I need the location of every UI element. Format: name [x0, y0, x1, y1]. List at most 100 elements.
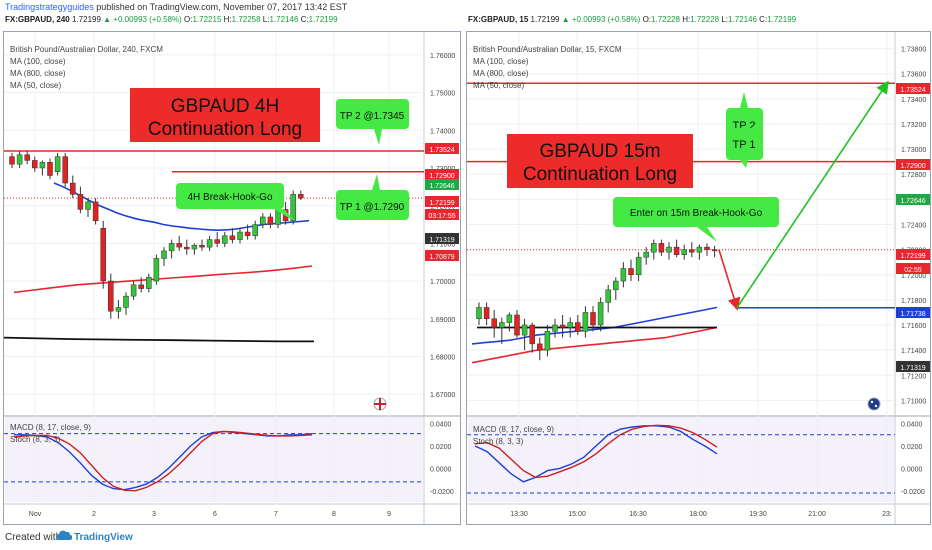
price-tag [896, 83, 930, 94]
candle-body [514, 314, 520, 336]
price-tick-label: 1.71600 [901, 323, 926, 330]
symbol-label: FX:GBPAUD, 15 [468, 15, 529, 24]
created-with-label: Created with [5, 532, 62, 543]
entry-callout: Enter on 15m Break-Hook-Go [613, 197, 779, 242]
price-tick-label: 1.67000 [430, 392, 455, 399]
candle-body [168, 243, 175, 252]
price-tag [896, 249, 930, 260]
candle-body [199, 244, 205, 248]
price-tick-label: 1.71000 [430, 241, 455, 248]
candle-body [184, 246, 190, 250]
price-tag-label: 03:17:55 [428, 213, 455, 220]
tp1-label: TP 1 [732, 139, 755, 151]
candle-body [100, 228, 106, 282]
price-change: ▲ +0.00993 (+0.58%) [561, 15, 641, 24]
price-tag [896, 194, 930, 205]
symbol-label: FX:GBPAUD, 240 [5, 15, 70, 24]
moving-average-line [471, 306, 718, 345]
price-tag-label: 1.73524 [429, 147, 454, 154]
low-label: L: [721, 15, 729, 24]
legend-ma800: MA (800, close) [473, 69, 529, 78]
price-tag [896, 307, 930, 318]
candle-body [476, 307, 482, 320]
tradingview-brand[interactable]: TradingView [74, 532, 133, 543]
time-tick-label: 8 [332, 511, 336, 518]
candle-body [506, 314, 513, 323]
price-tick-label: 1.73800 [901, 47, 926, 54]
candle-body [146, 277, 152, 289]
candle-body [229, 235, 236, 240]
banner-line1: GBPAUD 15m [539, 141, 660, 162]
candle-body [666, 246, 672, 253]
price-tick-label: 1.73600 [901, 72, 926, 79]
candle-body [643, 251, 649, 258]
oscillator-tick-label: -0.0200 [430, 489, 454, 496]
price-tag [425, 143, 459, 154]
moving-average-line [471, 326, 718, 364]
candle-body [704, 246, 710, 250]
tp1-callout: TP 1 [726, 128, 763, 168]
close-label: C: [300, 15, 309, 24]
title-banner [130, 88, 320, 142]
banner-line2: Continuation Long [523, 164, 677, 185]
candle-body [267, 216, 274, 225]
time-tick-label: 21:00 [808, 511, 826, 518]
legend-ma50: MA (50, close) [10, 81, 61, 90]
time-tick-label: 6 [213, 511, 217, 518]
footer: Created with TradingView [0, 528, 932, 550]
candle-body [521, 324, 528, 336]
open-label: O: [642, 15, 652, 24]
candle-body [115, 307, 122, 312]
candle-body [244, 231, 251, 237]
price-tag [425, 209, 459, 220]
ticker-header-right: FX:GBPAUD, 15 1.72199 ▲ +0.00993 (+0.58%… [468, 15, 796, 27]
entry-label: Enter on 15m Break-Hook-Go [630, 208, 763, 219]
au-flag-icon[interactable] [867, 397, 881, 411]
candle-body [651, 243, 657, 253]
time-tick-label: 18:00 [689, 511, 707, 518]
close-label: C: [759, 15, 768, 24]
candle-body [658, 243, 665, 253]
chart-svg-4h[interactable]: 1.760001.750001.740001.730001.720001.710… [4, 32, 460, 524]
tp2-callout: TP 2 @1.7345 [336, 99, 409, 145]
open-value: 1.72215 [192, 15, 222, 24]
open-label: O: [184, 15, 193, 24]
candle-body [597, 302, 604, 326]
price-tag [425, 250, 459, 261]
price-tick-label: 1.72000 [901, 273, 926, 280]
low-value: 1.72146 [728, 15, 757, 24]
price-tag-label: 1.72199 [429, 200, 454, 207]
oscillator-tick-label: 0.0400 [430, 422, 452, 429]
stoch-label: Stoch (8, 3, 3) [10, 435, 61, 444]
candle-body [191, 244, 198, 250]
price-tick-label: 1.73200 [901, 122, 926, 129]
chart-panel-15m[interactable]: 1.73800 1.73600 1.73400 1.73200 1.73000 1.728… [466, 31, 931, 525]
price-tick-label: 1.75000 [430, 91, 455, 98]
candle-body [252, 224, 258, 237]
price-tag-label: 1.73524 [900, 87, 925, 94]
price-tag [896, 361, 930, 372]
candle-body [206, 239, 213, 248]
price-tag [425, 179, 459, 190]
candle-body [222, 235, 228, 244]
publisher-link[interactable]: Tradingstrategyguides [5, 2, 94, 12]
projection-arrow [718, 249, 741, 311]
banner-line1: GBPAUD 4H [171, 96, 279, 117]
uk-flag-icon[interactable] [373, 397, 387, 411]
candle-body [711, 249, 718, 252]
chart-panel-4h[interactable]: 1.760001.750001.740001.730001.720001.710… [3, 31, 461, 525]
open-value: 1.72228 [651, 15, 680, 24]
price-tag [896, 159, 930, 170]
chart-svg-15m[interactable]: 1.73800 1.73600 1.73400 1.73200 1.73000 1.728… [467, 32, 930, 524]
candle-body [689, 249, 695, 253]
price-tick-label: 1.70000 [430, 279, 455, 286]
price-tick-label: 1.73000 [901, 147, 926, 154]
moving-average-line [13, 265, 313, 294]
candle-body [24, 154, 30, 161]
candle-body [290, 194, 296, 221]
price-tag-label: 02:55 [904, 267, 922, 274]
time-tick-label: 15:00 [568, 511, 586, 518]
legend-ma100: MA (100, close) [10, 57, 66, 66]
time-tick-label: 16:30 [629, 511, 647, 518]
candle-body [567, 322, 573, 328]
